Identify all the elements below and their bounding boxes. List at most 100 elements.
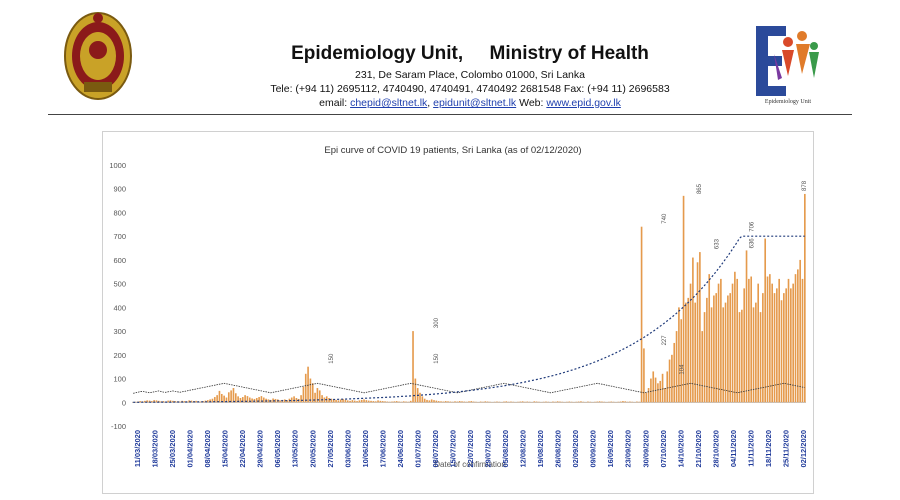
case-bar	[151, 401, 153, 403]
case-bar	[395, 401, 398, 403]
x-tick-label: 15/07/2020	[448, 430, 457, 468]
case-bar	[787, 278, 790, 403]
case-bar	[629, 401, 631, 403]
case-bar	[771, 283, 773, 403]
case-bar	[223, 395, 225, 403]
email-link-epidunit[interactable]: epidunit@sltnet.lk	[433, 97, 517, 109]
case-bar	[218, 390, 221, 403]
case-bar	[647, 388, 650, 403]
case-bar	[743, 288, 746, 403]
email-link-chepid[interactable]: chepid@sltnet.lk	[350, 97, 428, 109]
case-bar	[673, 342, 676, 403]
case-bar	[706, 297, 708, 403]
case-bar	[769, 274, 771, 403]
case-bar	[148, 400, 151, 403]
case-bar	[750, 276, 753, 403]
case-bar	[160, 401, 162, 403]
case-bar	[251, 398, 253, 403]
case-bar	[363, 399, 365, 403]
case-bar	[381, 401, 384, 403]
case-bar	[598, 401, 601, 403]
epidemiology-unit-logo-icon	[756, 26, 819, 96]
address-line: 231, De Saram Place, Colombo 01000, Sri …	[355, 69, 585, 81]
case-bar	[601, 401, 603, 403]
case-bar	[535, 401, 538, 403]
case-bar	[708, 274, 711, 403]
y-tick-label: 0	[122, 398, 126, 407]
case-bar	[225, 397, 228, 403]
case-bar	[640, 226, 643, 403]
case-bar	[699, 252, 701, 403]
case-bar	[328, 398, 330, 403]
case-bar	[533, 401, 536, 403]
case-bar	[776, 288, 778, 403]
y-tick-label: 400	[113, 303, 126, 312]
case-bar	[619, 401, 622, 403]
x-tick-label: 25/11/2020	[781, 430, 790, 467]
case-bar	[694, 302, 697, 403]
x-tick-label: 02/09/2020	[571, 430, 580, 468]
case-bar	[790, 288, 792, 403]
case-bar	[307, 366, 309, 403]
case-bar	[153, 400, 155, 403]
case-bar	[650, 378, 652, 403]
case-bar	[729, 293, 732, 403]
case-bar	[335, 399, 337, 403]
case-bar	[731, 283, 734, 403]
case-bar	[248, 397, 251, 403]
case-bar	[580, 401, 582, 403]
case-bar	[496, 401, 498, 403]
case-bar	[330, 398, 333, 403]
x-tick-label: 07/10/2020	[659, 430, 668, 468]
trend-series	[133, 235, 805, 403]
case-bar	[258, 397, 260, 403]
case-bar	[309, 378, 312, 403]
x-axis-label: Date of confirmation	[434, 460, 506, 469]
case-bar	[503, 401, 505, 403]
case-bar	[274, 398, 277, 403]
case-bar	[234, 393, 237, 403]
website-link[interactable]: www.epid.gov.lk	[546, 97, 621, 109]
case-bar	[720, 278, 722, 403]
case-bar	[505, 401, 508, 403]
case-bar	[764, 238, 767, 403]
case-bar	[220, 393, 223, 403]
x-tick-label: 12/08/2020	[519, 430, 528, 468]
case-bar	[596, 401, 599, 403]
case-bar	[302, 386, 305, 403]
case-bar	[183, 401, 186, 403]
logo-caption: Epidemiology Unit	[764, 99, 812, 105]
data-label: 740	[662, 213, 668, 224]
case-bar	[657, 383, 659, 403]
case-bar	[409, 400, 412, 403]
case-bar	[801, 278, 804, 403]
case-bar	[636, 401, 638, 403]
x-tick-label: 08/07/2020	[431, 430, 440, 468]
case-bar	[792, 283, 794, 403]
case-bar	[230, 390, 232, 403]
x-tick-label: 11/03/2020	[133, 430, 142, 467]
case-bar	[421, 396, 424, 403]
data-label: 150	[434, 353, 440, 364]
case-bar	[486, 401, 489, 403]
case-bar	[722, 307, 725, 403]
case-bar	[437, 401, 440, 403]
case-bar	[300, 395, 302, 403]
email-label: email:	[319, 97, 348, 109]
case-bar	[703, 312, 706, 403]
x-tick-label: 21/10/2020	[694, 430, 703, 468]
case-bar	[211, 398, 214, 403]
x-tick-label: 08/04/2020	[203, 430, 212, 468]
case-bar	[461, 401, 463, 403]
case-bar	[559, 401, 561, 403]
case-bar	[255, 398, 258, 403]
bar-series	[132, 193, 806, 403]
case-bar	[272, 398, 274, 403]
case-bar	[171, 400, 174, 403]
x-tick-label: 26/08/2020	[554, 430, 563, 468]
case-bar	[797, 269, 799, 403]
case-bar	[423, 398, 426, 403]
data-label: 300	[434, 317, 440, 328]
x-tick-label: 15/04/2020	[221, 430, 230, 468]
